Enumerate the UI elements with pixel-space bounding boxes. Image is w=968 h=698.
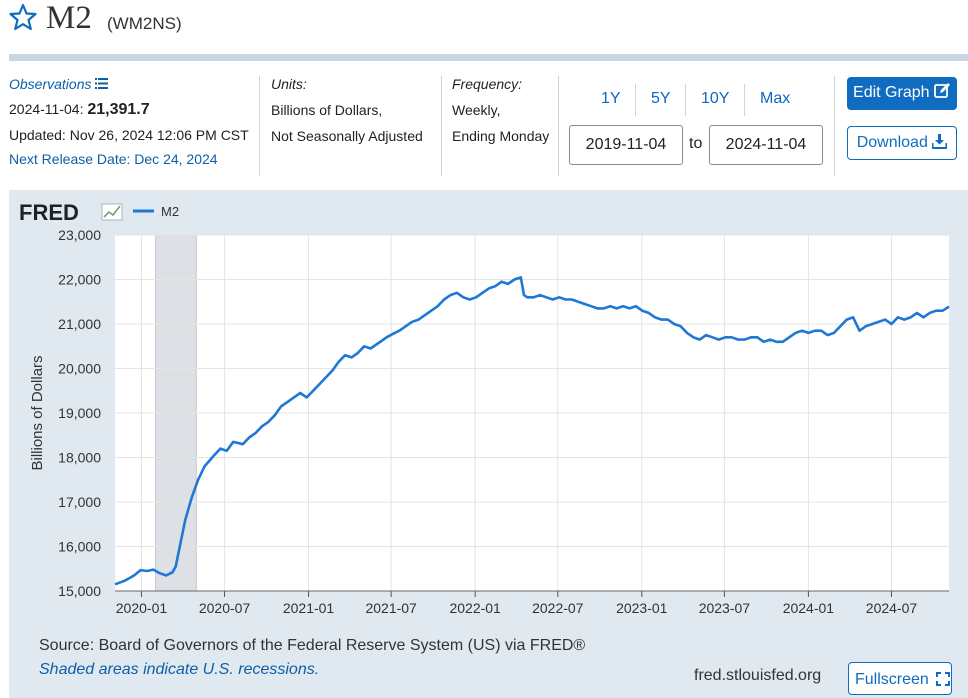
latest-observation: 2024-11-04: 21,391.7	[9, 101, 150, 119]
next-release-date: Next Release Date: Dec 24, 2024	[9, 151, 218, 167]
meta-divider	[558, 76, 559, 176]
expand-icon	[936, 672, 950, 686]
edit-graph-label: Edit Graph	[853, 84, 929, 101]
to-label: to	[689, 135, 702, 153]
observations-label: Observations	[9, 76, 91, 92]
units-label: Units:	[271, 76, 307, 92]
meta-divider	[834, 76, 835, 176]
x-tick-label: 2022-07	[532, 600, 584, 616]
y-tick-label: 20,000	[58, 361, 101, 377]
chart-svg: FRED M2 15,000 16,000 17,000 18,000 19,000 20…	[9, 190, 968, 635]
x-tick-label: 2021-01	[283, 600, 335, 616]
y-tick-label: 21,000	[58, 316, 101, 332]
header-divider	[9, 54, 968, 61]
frequency-line1: Weekly,	[452, 102, 501, 118]
units-line2: Not Seasonally Adjusted	[271, 128, 423, 144]
legend-label: M2	[161, 204, 179, 219]
range-max-button[interactable]: Max	[760, 90, 790, 108]
units-line1: Billions of Dollars,	[271, 102, 382, 118]
y-tick-label: 18,000	[58, 450, 101, 466]
x-tick-label: 2020-01	[116, 600, 168, 616]
frequency-label: Frequency:	[452, 76, 522, 92]
x-tick-label: 2021-07	[365, 600, 417, 616]
range-10y-button[interactable]: 10Y	[701, 90, 729, 108]
series-code: (WM2NS)	[107, 14, 182, 34]
recession-note[interactable]: Shaded areas indicate U.S. recessions.	[39, 661, 319, 679]
site-url: fred.stlouisfed.org	[694, 667, 821, 685]
range-divider	[744, 84, 745, 116]
start-date-input[interactable]: 2019-11-04	[569, 125, 683, 165]
edit-icon	[934, 82, 951, 99]
observation-date: 2024-11-04:	[9, 101, 83, 117]
x-tick-label: 2023-07	[699, 600, 751, 616]
edit-graph-button[interactable]: Edit Graph	[847, 77, 957, 110]
list-icon	[95, 78, 108, 89]
y-tick-label: 23,000	[58, 227, 101, 243]
x-tick-label: 2023-01	[616, 600, 668, 616]
range-5y-button[interactable]: 5Y	[651, 90, 671, 108]
fullscreen-button[interactable]: Fullscreen	[848, 662, 952, 695]
fred-logo: FRED	[19, 200, 79, 225]
y-tick-label: 22,000	[58, 272, 101, 288]
range-divider	[685, 84, 686, 116]
range-divider	[635, 84, 636, 116]
x-tick-label: 2024-01	[783, 600, 835, 616]
y-axis-label: Billions of Dollars	[29, 355, 46, 470]
download-button[interactable]: Download	[847, 126, 957, 160]
source-text: Source: Board of Governors of the Federa…	[39, 637, 585, 655]
frequency-line2: Ending Monday	[452, 128, 549, 144]
y-tick-label: 19,000	[58, 405, 101, 421]
observations-link[interactable]: Observations	[9, 76, 108, 92]
series-title: M2	[46, 0, 92, 37]
x-tick-label: 2020-07	[199, 600, 251, 616]
fred-logo-chart-icon	[102, 204, 122, 220]
end-date-input[interactable]: 2024-11-04	[709, 125, 823, 165]
x-tick-label: 2022-01	[449, 600, 501, 616]
favorite-star-icon[interactable]	[8, 2, 38, 32]
updated-text: Updated: Nov 26, 2024 12:06 PM CST	[9, 127, 249, 143]
meta-divider	[441, 76, 442, 176]
y-tick-label: 15,000	[58, 583, 101, 599]
observation-value: 21,391.7	[87, 101, 149, 118]
fullscreen-label: Fullscreen	[855, 671, 929, 688]
meta-divider	[259, 76, 260, 176]
x-tick-label: 2024-07	[866, 600, 918, 616]
download-label: Download	[857, 134, 928, 151]
y-tick-label: 17,000	[58, 494, 101, 510]
y-tick-label: 16,000	[58, 539, 101, 555]
range-1y-button[interactable]: 1Y	[601, 90, 621, 108]
download-icon	[932, 134, 947, 149]
